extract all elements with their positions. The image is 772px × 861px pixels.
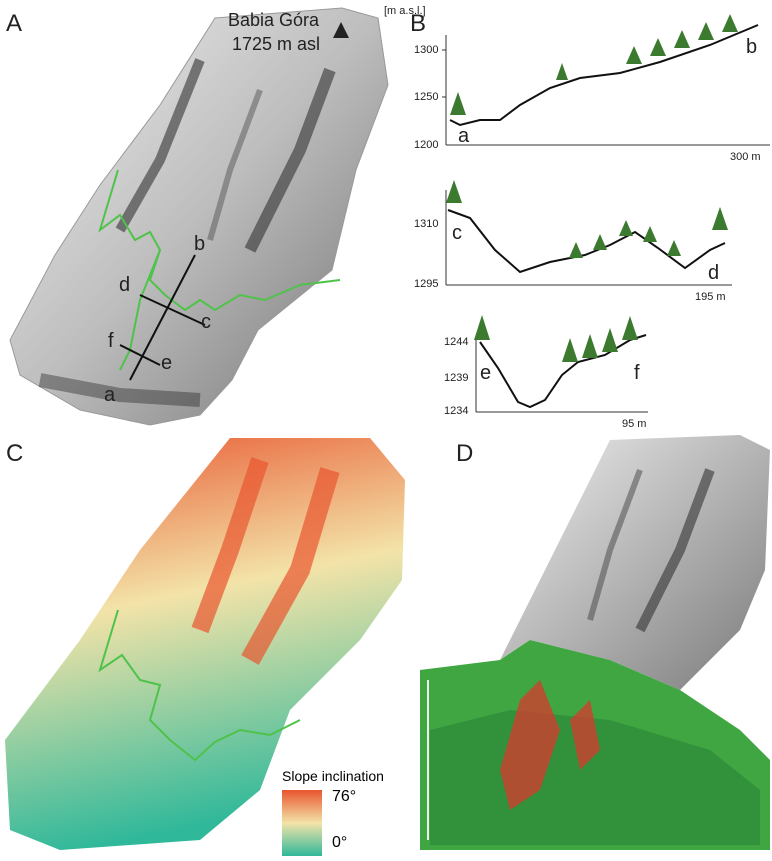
tree-icon xyxy=(712,207,728,230)
panel-label-b: B xyxy=(410,10,427,37)
ridge xyxy=(115,58,205,233)
panel-b: B [m a.s.l.] xyxy=(384,0,772,430)
tree-icon xyxy=(450,92,466,115)
panel-label-a: A xyxy=(6,10,23,37)
profile-ab-end: b xyxy=(746,36,758,58)
profile-line-ab xyxy=(129,254,196,381)
profiles-svg xyxy=(442,14,770,413)
tree-icon xyxy=(474,315,490,340)
panel-a-map xyxy=(9,7,389,426)
ytick-ab-1200: 1200 xyxy=(414,139,439,151)
tree-icon xyxy=(562,338,578,362)
profile-curve-ab xyxy=(449,24,759,127)
legend-min: 0° xyxy=(332,834,348,851)
profile-cd-start: c xyxy=(452,222,462,244)
profile-ab-distance: 300 m xyxy=(730,151,761,163)
steep-zone xyxy=(191,457,269,634)
panel-d-map xyxy=(420,435,770,850)
panel-label-d: D xyxy=(456,440,474,467)
profile-ef-distance: 95 m xyxy=(622,418,647,430)
legend-max: 76° xyxy=(332,788,357,805)
point-label-e: e xyxy=(161,352,173,374)
profile-curve-cd xyxy=(447,209,726,274)
tree-icon xyxy=(622,316,638,340)
forest-boundary xyxy=(119,249,161,371)
ytick-ab-1300: 1300 xyxy=(414,44,439,56)
legend-color-bar xyxy=(282,790,322,856)
panel-c: C Slope inclination 76° 0° xyxy=(0,430,410,856)
point-label-b: b xyxy=(194,233,206,255)
tree-icon xyxy=(602,328,618,352)
panel-a: A Babia Góra 1725 m asl b d c f e a xyxy=(0,0,390,430)
tree-icon xyxy=(619,220,633,236)
profile-line-cd xyxy=(139,294,206,326)
tree-icon xyxy=(674,30,690,48)
profile-line-ef xyxy=(119,344,161,366)
profile-curve-ef xyxy=(479,334,647,409)
valley xyxy=(38,373,201,407)
ridge xyxy=(244,67,336,253)
ytick-ab-1250: 1250 xyxy=(414,91,439,103)
ytick-cd-1295: 1295 xyxy=(414,278,439,290)
panel-d: D xyxy=(410,430,772,856)
ytick-cd-1310: 1310 xyxy=(414,218,439,230)
profile-cd-distance: 195 m xyxy=(695,291,726,303)
disturbed-trees xyxy=(570,700,600,770)
point-label-d: d xyxy=(119,274,131,296)
ytick-ef-1234: 1234 xyxy=(444,405,469,417)
peak-elevation: 1725 m asl xyxy=(232,34,321,54)
relief-area xyxy=(9,7,389,426)
tree-icon xyxy=(626,46,642,64)
ytick-ef-1244: 1244 xyxy=(444,336,469,348)
tree-icon xyxy=(722,14,738,32)
tree-icon xyxy=(556,63,568,80)
profile-ef-end: f xyxy=(634,362,640,384)
ridge xyxy=(635,468,715,633)
disturbed-trees xyxy=(500,680,560,810)
peak-name: Babia Góra xyxy=(228,10,320,30)
steep-zone xyxy=(241,467,340,665)
tree-icon xyxy=(593,234,607,250)
tree-icon xyxy=(643,226,657,242)
ytick-ef-1239: 1239 xyxy=(444,372,469,384)
panel-c-slope-map xyxy=(5,438,405,850)
tree-icon xyxy=(569,242,583,258)
legend-title: Slope inclination xyxy=(282,768,384,784)
tree-icon xyxy=(650,38,666,56)
tree-icon xyxy=(446,180,462,203)
ridge xyxy=(587,468,643,621)
tree-icon xyxy=(698,22,714,40)
tree-icons xyxy=(446,14,738,362)
profile-ab-start: a xyxy=(458,125,470,147)
ridge xyxy=(207,88,263,241)
legend: Slope inclination 76° 0° xyxy=(282,768,402,856)
point-label-f: f xyxy=(108,330,114,352)
tree-icon xyxy=(667,240,681,256)
profile-cd-end: d xyxy=(708,262,720,284)
point-label-c: c xyxy=(201,311,211,333)
peak-marker-icon xyxy=(333,22,349,38)
point-label-a: a xyxy=(104,384,116,406)
profile-ef-start: e xyxy=(480,362,492,384)
forest-boundary xyxy=(98,609,301,762)
unit-label: [m a.s.l.] xyxy=(384,5,426,17)
forest-boundary xyxy=(98,169,341,312)
panel-label-c: C xyxy=(6,440,24,467)
tree-icon xyxy=(582,334,598,358)
